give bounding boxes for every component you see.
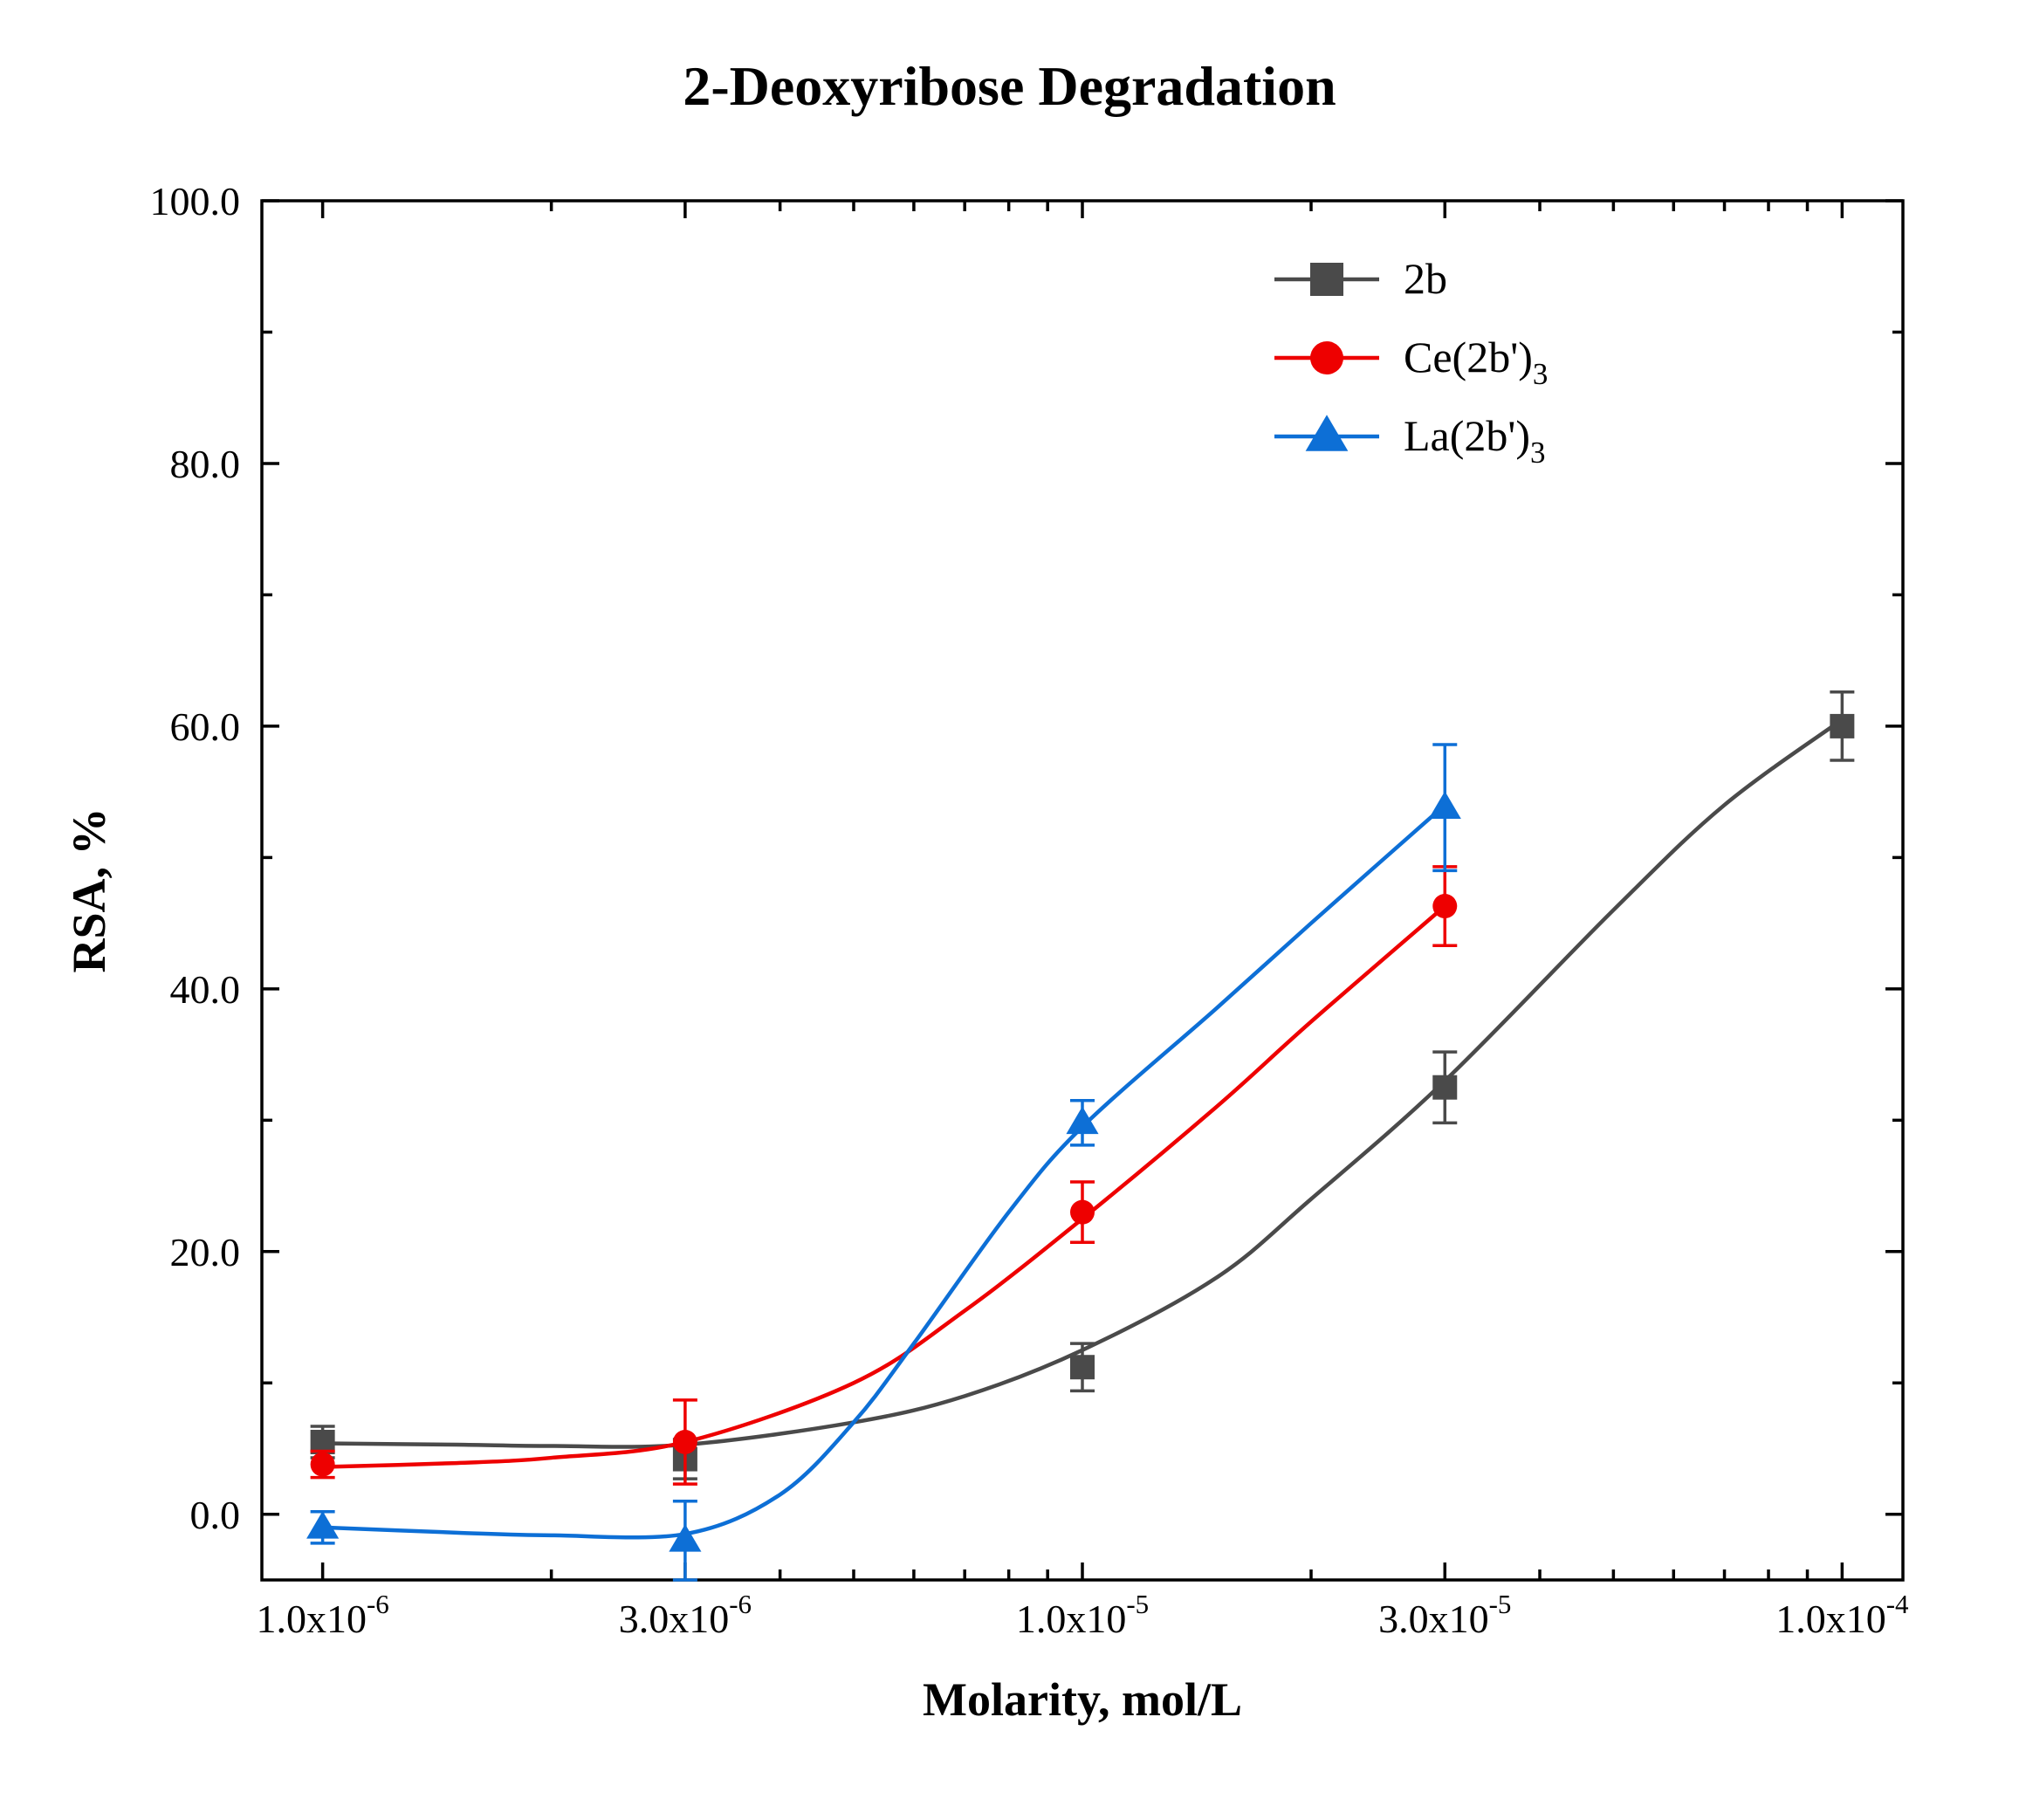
chart-container: 2-Deoxyribose Degradation 0.0 20.0 40.0 60.0… [0,0,2019,1820]
chart-bg [0,0,2019,1820]
y-axis-label: RSA, % [63,807,115,972]
y-tick-label: 40.0 [170,967,241,1012]
chart-svg: 2-Deoxyribose Degradation 0.0 20.0 40.0 60.0… [0,0,2019,1820]
marker-s2b [1070,1355,1095,1379]
marker-s2b [1830,714,1854,738]
marker-s2b [1432,1075,1457,1100]
marker-ce [1070,1200,1095,1225]
marker-ce [1432,894,1457,918]
legend-marker-ce [1310,341,1343,374]
y-tick-label: 80.0 [170,442,241,486]
chart-title: 2-Deoxyribose Degradation [683,55,1336,117]
y-tick-label: 20.0 [170,1230,241,1274]
legend-label-s2b: 2b [1404,254,1447,303]
marker-ce [311,1453,335,1477]
legend-marker-s2b [1310,263,1343,296]
x-axis-label: Molarity, mol/L [923,1673,1242,1726]
y-tick-label: 100.0 [150,179,241,223]
y-tick-label: 60.0 [170,704,241,749]
marker-ce [673,1430,697,1454]
y-tick-label: 0.0 [190,1493,241,1537]
